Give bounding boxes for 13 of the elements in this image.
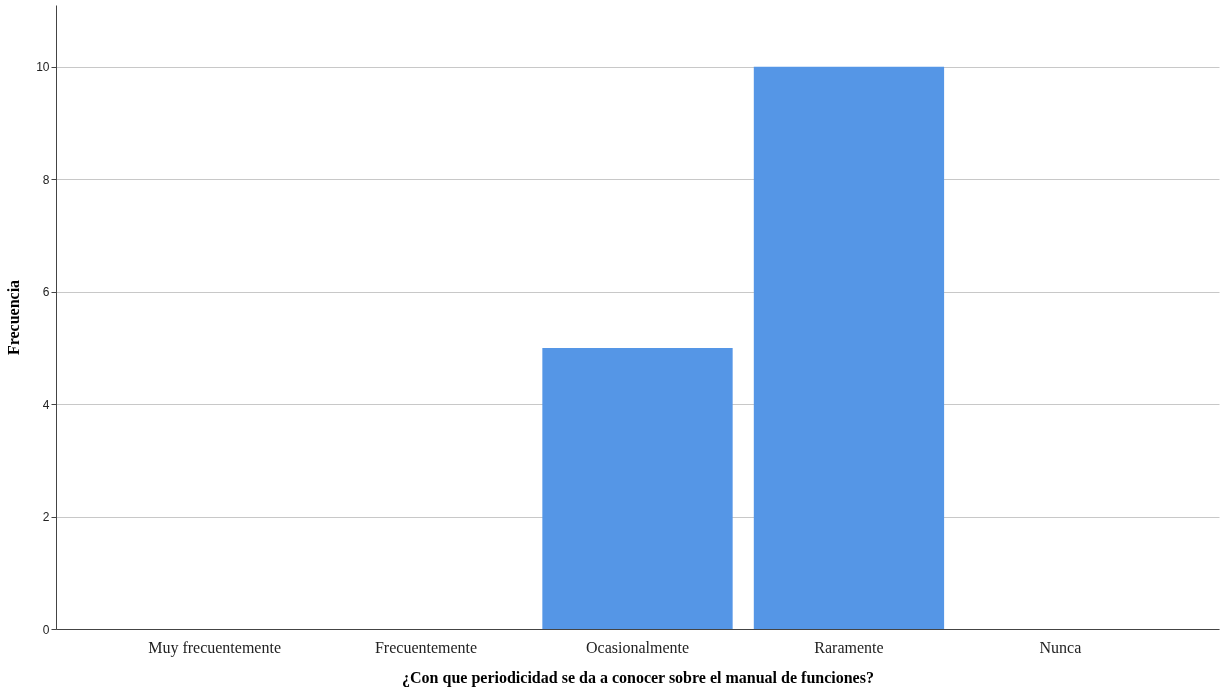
x-tick-label: Ocasionalmente <box>585 638 690 656</box>
y-axis-title: Frecuencia <box>5 279 23 356</box>
y-tick-label: 10 <box>36 60 50 75</box>
x-tick-label: Frecuentemente <box>374 638 478 656</box>
x-tick-label: Nunca <box>1039 638 1082 656</box>
y-tick-label: 2 <box>42 510 50 525</box>
y-tick-label: 0 <box>42 622 50 637</box>
y-tick-label: 4 <box>42 397 50 412</box>
x-tick-label: Raramente <box>814 638 884 656</box>
x-tick-label: Muy frecuentemente <box>148 638 281 657</box>
y-tick-label: 6 <box>42 285 50 300</box>
y-tick-label: 8 <box>42 172 50 187</box>
x-axis-title: ¿Con que periodicidad se da a conocer sobre el manual de funciones? <box>402 668 874 687</box>
